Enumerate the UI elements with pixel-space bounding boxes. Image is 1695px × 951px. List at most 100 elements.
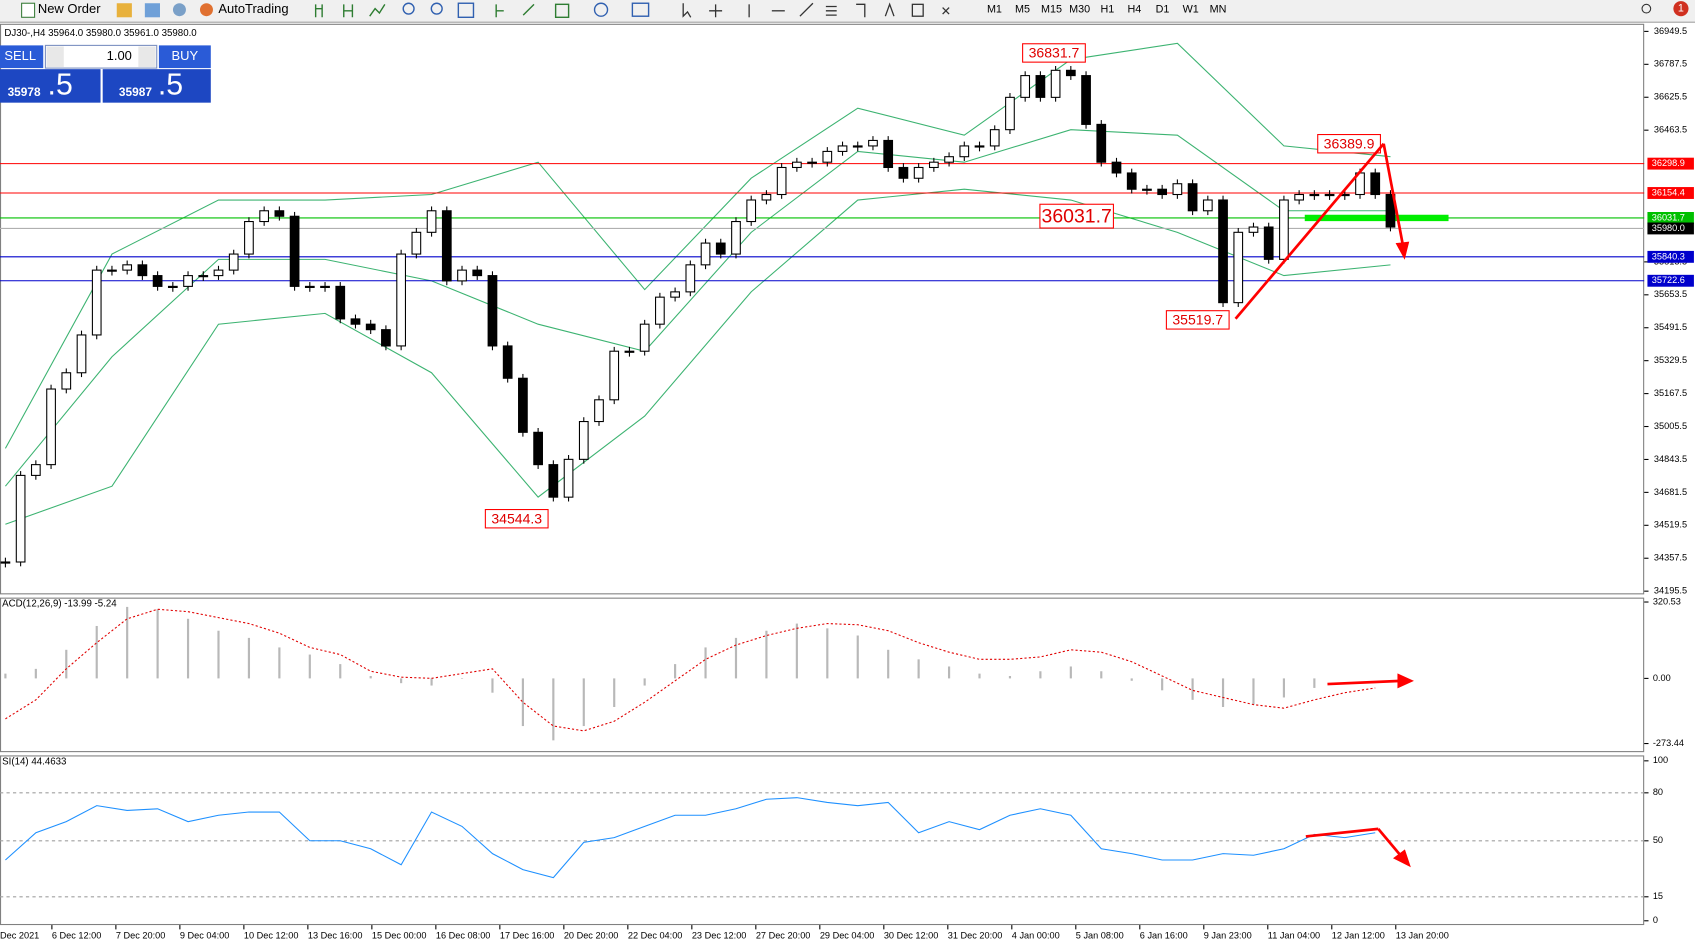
icon[interactable] — [856, 3, 866, 18]
drawn-arrows — [1234, 142, 1414, 868]
candle — [594, 399, 604, 423]
candle — [289, 215, 300, 287]
rsi-chart: 100 80 50 15 0 — [0, 755, 1668, 925]
level-price-label: 36031.7 — [1652, 212, 1685, 222]
icon[interactable] — [457, 2, 475, 18]
icon[interactable] — [799, 2, 814, 17]
level-price-label: 36298.9 — [1652, 158, 1685, 168]
timeframe-button[interactable]: W1 — [1183, 4, 1199, 16]
bollinger-lower — [5, 188, 1391, 525]
time-tick-label: 17 Dec 16:00 — [500, 930, 555, 940]
candle — [320, 285, 330, 289]
icon[interactable] — [314, 4, 323, 18]
price-annotation: 36831.7 — [1029, 45, 1080, 61]
notification-badge[interactable] — [1673, 1, 1689, 17]
icon[interactable] — [116, 3, 132, 18]
icon[interactable] — [343, 4, 354, 18]
macd-bar — [339, 664, 342, 679]
candle — [213, 269, 224, 277]
timeframe-button[interactable]: M1 — [987, 4, 1002, 16]
time-tick-label: 9 Jan 23:00 — [1204, 930, 1252, 940]
price-tick-label: 35167.5 — [1654, 388, 1687, 398]
volume-down[interactable] — [46, 46, 64, 68]
macd-bar — [65, 649, 68, 679]
candle — [183, 275, 193, 287]
level-price-box — [1647, 187, 1694, 199]
search[interactable] — [1641, 3, 1652, 14]
icon[interactable] — [495, 4, 504, 18]
icon[interactable] — [825, 5, 837, 16]
level-price-box — [1647, 250, 1694, 263]
candle — [731, 221, 741, 255]
macd-bar — [34, 668, 37, 679]
time-tick-label: 6 Dec 12:00 — [52, 930, 101, 940]
new-order-button[interactable]: New Order — [21, 1, 102, 18]
time-tick-label: 27 Dec 20:00 — [756, 930, 811, 940]
volume-box[interactable] — [44, 44, 158, 69]
buy-price-box[interactable] — [102, 69, 211, 103]
macd-bar — [1313, 678, 1316, 688]
rsi-tick-label: 15 — [1653, 891, 1663, 901]
candle — [152, 275, 163, 287]
candle — [304, 285, 315, 289]
macd-bar — [460, 678, 464, 679]
candle — [1172, 183, 1183, 196]
time-tick-label: 11 Jan 04:00 — [1268, 930, 1320, 940]
candle — [989, 129, 1000, 147]
arrow — [1234, 142, 1385, 320]
button-label: New Order — [38, 1, 101, 16]
rsi-tick-label: 100 — [1653, 755, 1668, 765]
icon[interactable] — [709, 4, 723, 18]
candle — [548, 464, 559, 498]
price-annotation: 36031.7 — [1042, 205, 1112, 227]
timeframe-button[interactable]: MN — [1210, 4, 1227, 16]
timeframe-button[interactable]: H4 — [1127, 4, 1141, 16]
timeframe-button[interactable]: M15 — [1041, 4, 1062, 16]
macd-bar — [186, 618, 190, 679]
icon[interactable] — [402, 2, 415, 15]
candle — [396, 253, 407, 347]
icon[interactable] — [631, 2, 650, 17]
candle — [1081, 75, 1091, 125]
time-tick-label: 10 Dec 12:00 — [244, 930, 299, 940]
macd-bar — [978, 673, 981, 679]
sell-price-box[interactable] — [0, 69, 101, 103]
timeframe-button[interactable]: D1 — [1156, 4, 1170, 16]
icon[interactable] — [942, 7, 950, 15]
price-annotation: 34544.3 — [491, 511, 542, 527]
candle — [1370, 172, 1381, 196]
icon[interactable] — [884, 2, 895, 17]
candle — [1187, 183, 1198, 212]
icon[interactable] — [593, 2, 609, 17]
timeframe-button[interactable]: M30 — [1069, 4, 1090, 16]
candle — [685, 264, 696, 293]
arrow — [1327, 679, 1402, 686]
icon[interactable] — [911, 3, 924, 17]
timeframe-button[interactable]: H1 — [1100, 4, 1114, 16]
macd-bar — [278, 647, 281, 679]
icon[interactable] — [172, 3, 186, 17]
candle — [107, 269, 117, 272]
macd-bar — [1008, 676, 1012, 679]
buy-button[interactable] — [158, 45, 211, 69]
time-tick-label: 13 Jan 20:00 — [1396, 930, 1449, 940]
icon[interactable] — [522, 3, 535, 16]
volume-up[interactable] — [138, 46, 156, 68]
rsi-tick-label: 0 — [1653, 915, 1658, 925]
candle — [1263, 226, 1274, 260]
macd-bar — [491, 678, 494, 693]
time-tick-label: 9 Dec 04:00 — [180, 930, 229, 940]
arrow — [1305, 827, 1379, 838]
sell-button[interactable] — [0, 45, 44, 69]
buy-label: BUY — [172, 48, 199, 63]
main-panel — [0, 23, 1645, 595]
timeframe-button[interactable]: M5 — [1015, 4, 1030, 16]
icon[interactable] — [682, 3, 692, 18]
auto-trading-button[interactable]: AutoTrading — [199, 1, 289, 17]
icon[interactable] — [369, 3, 386, 17]
arrow — [1382, 143, 1405, 247]
icon[interactable] — [144, 3, 160, 18]
icon[interactable] — [554, 3, 570, 18]
icon[interactable] — [430, 2, 443, 15]
